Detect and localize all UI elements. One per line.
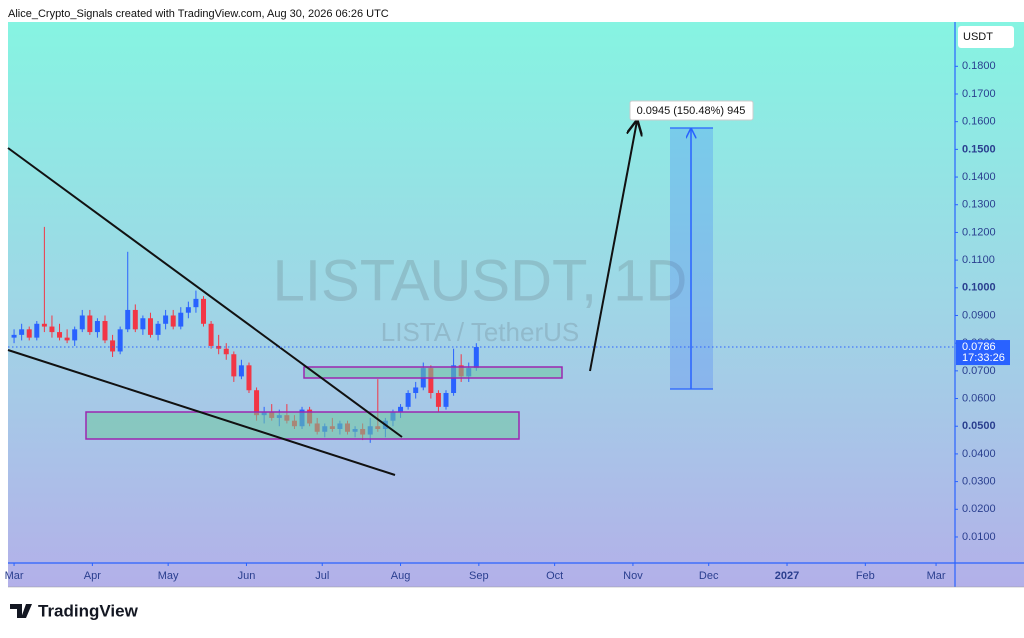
- x-tick-label: Jun: [238, 570, 256, 582]
- x-tick-label: Sep: [469, 570, 489, 582]
- x-tick-label: Mar: [5, 570, 24, 582]
- candle-body: [41, 323, 47, 327]
- trendline-upper: [7, 147, 403, 438]
- candle-body: [72, 329, 78, 341]
- candle-body: [428, 368, 434, 394]
- candle-body: [254, 390, 260, 416]
- candle-body: [11, 334, 17, 338]
- candle-body: [79, 315, 85, 330]
- annotation-label: 0.0945 (150.48%) 945: [637, 105, 746, 117]
- candle-body: [435, 393, 441, 407]
- candle-body: [208, 323, 214, 346]
- y-tick-label: 0.1600: [962, 116, 996, 128]
- x-tick-label: Apr: [84, 570, 101, 582]
- x-tick-label: Dec: [699, 570, 719, 582]
- currency-box: [958, 26, 1014, 48]
- candle-body: [64, 337, 70, 341]
- candle-body: [178, 312, 184, 327]
- candle-body: [238, 365, 244, 377]
- x-tick-label: Aug: [391, 570, 411, 582]
- candle-body: [34, 323, 40, 338]
- candle-body: [223, 348, 229, 355]
- annotation-box: [629, 100, 754, 121]
- candle-body: [170, 315, 176, 327]
- candle-body: [125, 309, 131, 330]
- y-tick-label: 0.1100: [962, 254, 995, 266]
- candle-body: [231, 354, 237, 377]
- candle-body: [19, 329, 25, 335]
- y-tick-label: 0.1500: [962, 143, 996, 155]
- breakout-zone: [303, 366, 563, 379]
- candle-body: [473, 347, 479, 369]
- y-tick-label: 0.0500: [962, 420, 996, 432]
- x-tick-label: May: [158, 570, 179, 582]
- candle-body: [405, 393, 411, 407]
- drawings: 0.0945 (150.48%) 945: [7, 100, 754, 476]
- candle-body: [117, 329, 123, 352]
- x-tick-label: 2027: [775, 570, 799, 582]
- candle-body: [413, 387, 419, 394]
- candle-body: [132, 309, 138, 330]
- last-price-box: [956, 340, 1010, 366]
- y-tick-label: 0.0100: [962, 531, 996, 543]
- logo: TradingView: [10, 601, 139, 620]
- candle-body: [201, 298, 207, 324]
- x-tick-label: Jul: [315, 570, 329, 582]
- candle-body: [163, 315, 169, 324]
- candle-body: [140, 318, 146, 330]
- candle-body: [451, 365, 457, 394]
- candle-body: [443, 393, 449, 407]
- candle-body: [94, 321, 100, 333]
- currency-label: USDT: [963, 31, 993, 43]
- candle-body: [398, 406, 404, 413]
- y-tick-label: 0.1700: [962, 88, 996, 100]
- y-tick-label: 0.0700: [962, 365, 996, 377]
- header-text: Alice_Crypto_Signals created with Tradin…: [8, 8, 389, 20]
- y-tick-label: 0.1200: [962, 226, 996, 238]
- candle-body: [193, 298, 199, 308]
- logo-icon: [10, 604, 32, 618]
- logo-text: TradingView: [38, 601, 139, 620]
- y-tick-label: 0.1000: [962, 282, 996, 294]
- trendline-lower: [7, 349, 396, 476]
- y-tick-label: 0.1800: [962, 60, 996, 72]
- candle-body: [102, 321, 108, 341]
- x-tick-label: Oct: [546, 570, 563, 582]
- x-tick-label: Feb: [856, 570, 875, 582]
- candle-body: [110, 340, 116, 352]
- last-price-label: 0.0786: [962, 341, 996, 353]
- candle-body: [49, 326, 55, 333]
- candle-body: [185, 307, 191, 313]
- candle-body: [147, 318, 153, 335]
- y-tick-label: 0.1400: [962, 171, 996, 183]
- watermark-subtitle: LISTA / TetherUS: [381, 317, 579, 347]
- y-tick-label: 0.0600: [962, 392, 996, 404]
- y-tick-label: 0.0300: [962, 476, 996, 488]
- support-zone: [85, 411, 520, 440]
- candle-body: [216, 345, 222, 349]
- watermark-title: LISTAUSDT, 1D: [273, 248, 688, 313]
- x-tick-label: Nov: [623, 570, 643, 582]
- countdown-label: 17:33:26: [962, 352, 1005, 364]
- x-tick-label: Mar: [927, 570, 946, 582]
- y-tick-label: 0.0900: [962, 309, 996, 321]
- y-tick-label: 0.0400: [962, 448, 996, 460]
- candle-body: [155, 323, 161, 335]
- target-arrow: [589, 121, 637, 372]
- y-tick-label: 0.0200: [962, 503, 996, 515]
- chart-background: [8, 22, 1024, 587]
- candle-body: [26, 329, 32, 338]
- candle-body: [246, 365, 252, 391]
- candle-body: [57, 332, 63, 338]
- candle-body: [87, 315, 93, 333]
- y-tick-label: 0.1300: [962, 199, 996, 211]
